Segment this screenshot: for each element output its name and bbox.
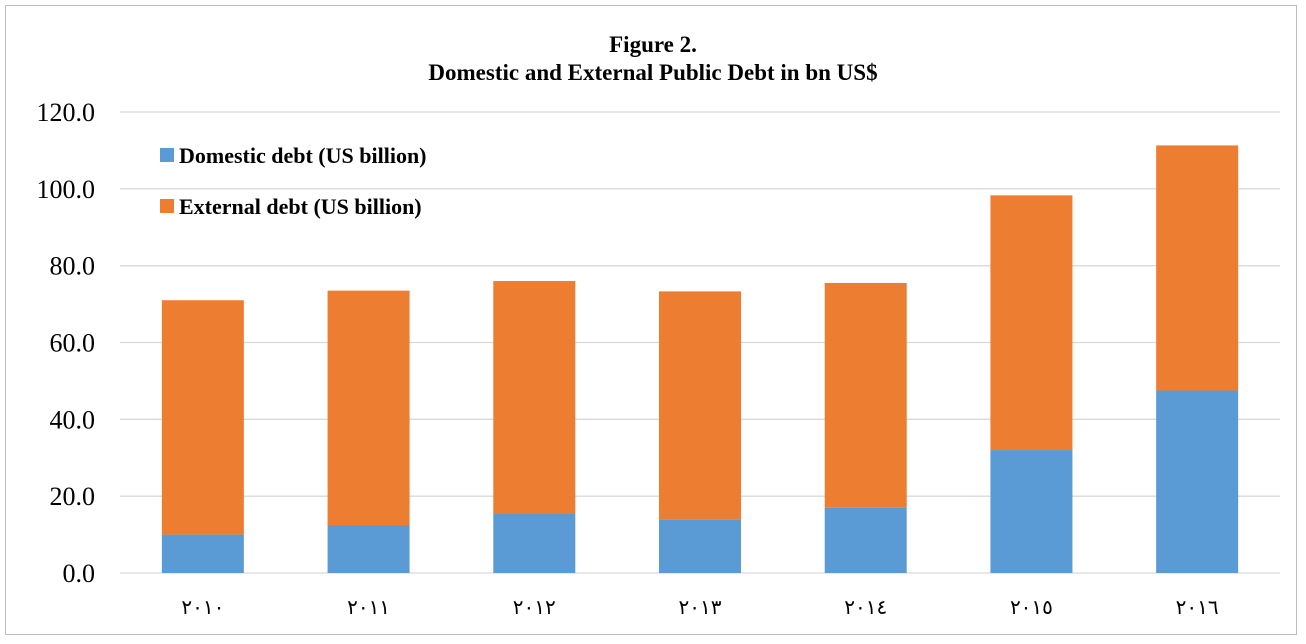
bar-external-6 bbox=[1156, 145, 1239, 391]
y-tick-label: 0.0 bbox=[63, 559, 96, 588]
x-tick-label: ٢٠١٥ bbox=[1010, 595, 1053, 619]
bar-external-2 bbox=[493, 281, 576, 514]
bar-domestic-6 bbox=[1156, 390, 1239, 573]
y-axis: 0.0 20.0 40.0 60.0 80.0 100.0 120.0 bbox=[37, 98, 96, 588]
legend-label: External debt (US billion) bbox=[179, 194, 422, 219]
bar-domestic-0 bbox=[161, 534, 244, 573]
legend-swatch bbox=[160, 199, 174, 213]
x-tick-label: ٢٠١١ bbox=[347, 595, 390, 619]
bar-domestic-5 bbox=[990, 450, 1073, 573]
x-tick-label: ٢٠١٠ bbox=[181, 595, 224, 619]
gridlines bbox=[120, 111, 1280, 574]
chart-title: Figure 2. bbox=[609, 32, 697, 57]
x-axis: ٢٠١٠ ٢٠١١ ٢٠١٢ ٢٠١٣ ٢٠١٤ ٢٠١٥ ٢٠١٦ bbox=[181, 595, 1218, 619]
legend-swatch bbox=[160, 148, 174, 162]
bar-external-5 bbox=[990, 195, 1073, 451]
bar-external-4 bbox=[824, 282, 907, 508]
bar-domestic-4 bbox=[824, 507, 907, 573]
y-tick-label: 80.0 bbox=[50, 252, 96, 281]
y-tick-label: 120.0 bbox=[37, 98, 96, 127]
bar-external-3 bbox=[659, 291, 741, 520]
x-tick-label: ٢٠١٦ bbox=[1176, 595, 1219, 619]
y-tick-label: 60.0 bbox=[50, 329, 96, 358]
bar-external-0 bbox=[161, 300, 244, 535]
x-tick-label: ٢٠١٢ bbox=[513, 595, 556, 619]
bars bbox=[161, 145, 1239, 573]
y-tick-label: 40.0 bbox=[50, 405, 96, 434]
chart-subtitle: Domestic and External Public Debt in bn … bbox=[428, 60, 877, 85]
bar-domestic-3 bbox=[659, 519, 741, 573]
y-tick-label: 20.0 bbox=[50, 482, 96, 511]
legend: Domestic debt (US billion) External debt … bbox=[160, 143, 427, 219]
legend-label: Domestic debt (US billion) bbox=[179, 143, 427, 168]
x-tick-label: ٢٠١٤ bbox=[844, 595, 887, 619]
bar-external-1 bbox=[327, 290, 410, 525]
y-tick-label: 100.0 bbox=[37, 175, 96, 204]
bar-domestic-2 bbox=[493, 513, 576, 573]
x-tick-label: ٢٠١٣ bbox=[679, 595, 722, 619]
bar-domestic-1 bbox=[327, 524, 410, 573]
